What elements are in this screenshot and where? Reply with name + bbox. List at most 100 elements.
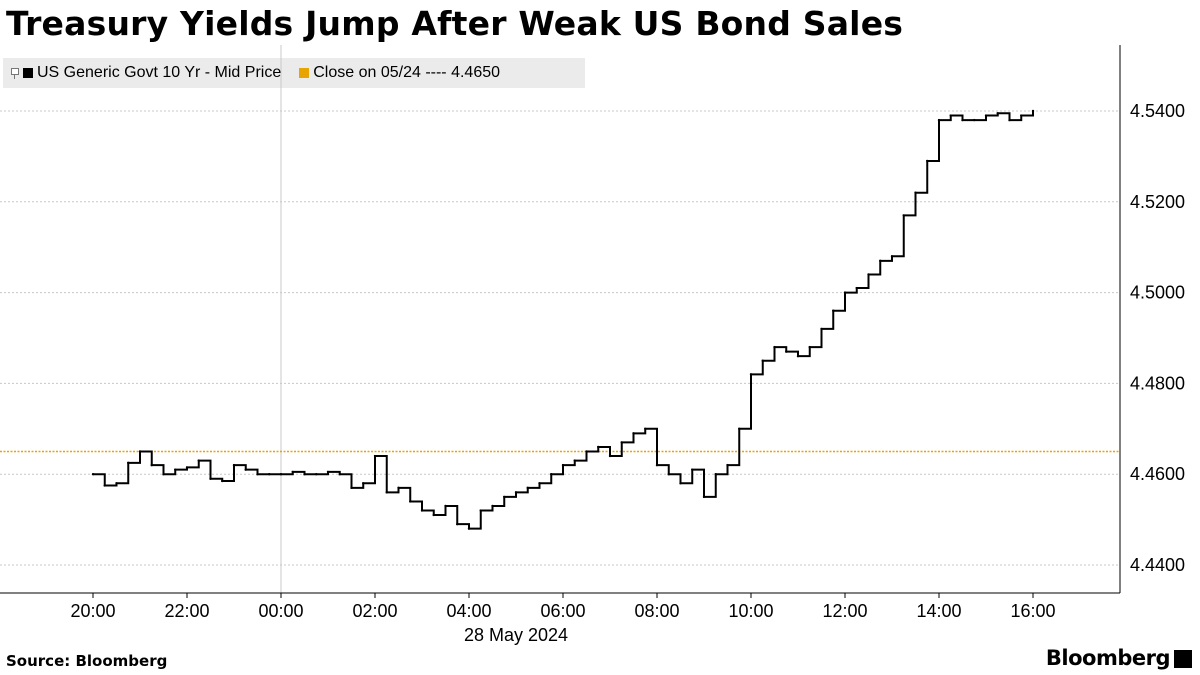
data-point <box>655 463 659 467</box>
data-point <box>479 509 482 512</box>
data-point <box>409 500 412 503</box>
x-axis-date-label: 28 May 2024 <box>464 625 568 645</box>
data-point <box>221 479 224 483</box>
data-point <box>879 259 882 263</box>
data-point <box>890 255 894 258</box>
legend-label-close: Close on 05/24 ---- 4.4650 <box>313 64 501 81</box>
data-point <box>644 427 647 430</box>
data-point <box>91 473 95 476</box>
data-point <box>832 309 835 312</box>
x-tick-label: 06:00 <box>540 601 585 621</box>
x-tick-label: 14:00 <box>916 601 961 621</box>
data-point <box>268 473 271 476</box>
data-point <box>103 484 106 487</box>
brand-logo: Bloomberg <box>1045 646 1171 670</box>
data-point <box>491 504 494 508</box>
data-point <box>679 482 682 485</box>
data-point <box>256 473 259 476</box>
data-point <box>362 482 365 485</box>
data-point <box>350 486 353 490</box>
data-point <box>162 473 165 476</box>
data-point <box>232 463 236 467</box>
data-point <box>632 432 635 435</box>
x-tick-label: 22:00 <box>164 601 209 621</box>
data-point <box>608 454 612 458</box>
data-point <box>209 477 212 480</box>
source-note: Source: Bloomberg <box>6 652 168 670</box>
data-point <box>514 491 518 494</box>
data-point <box>973 118 976 122</box>
data-point <box>855 286 858 290</box>
data-point <box>244 468 247 471</box>
data-point <box>597 445 600 449</box>
y-tick-label: 4.4400 <box>1130 555 1185 575</box>
data-point <box>785 350 788 353</box>
data-point <box>773 345 776 349</box>
data-point <box>820 327 823 331</box>
data-point <box>726 463 729 467</box>
bloomberg-icon <box>1174 650 1192 668</box>
data-point <box>926 159 929 163</box>
data-point <box>984 114 988 117</box>
data-point <box>561 463 565 467</box>
legend: US Generic Govt 10 Yr - Mid Price Close … <box>3 58 585 88</box>
data-point <box>937 118 941 122</box>
data-point <box>315 473 318 476</box>
data-point <box>467 527 471 530</box>
data-point <box>691 468 694 471</box>
data-point <box>738 427 741 430</box>
data-point <box>174 468 177 471</box>
data-point <box>867 273 870 276</box>
data-point <box>291 470 294 474</box>
data-point <box>397 486 400 490</box>
legend-swatch-series <box>23 68 33 78</box>
data-point <box>585 450 588 453</box>
data-point <box>432 513 435 517</box>
chart-title: Treasury Yields Jump After Weak US Bond … <box>6 4 904 43</box>
x-tick-label: 12:00 <box>822 601 867 621</box>
data-point <box>444 504 447 508</box>
y-tick-label: 4.4600 <box>1130 464 1185 484</box>
data-point <box>749 373 753 376</box>
data-point <box>115 482 118 485</box>
x-tick-label: 10:00 <box>728 601 773 621</box>
data-point <box>573 459 576 462</box>
data-point <box>996 112 999 115</box>
data-point <box>456 522 459 526</box>
x-tick-label: 20:00 <box>70 601 115 621</box>
data-point <box>1031 109 1035 113</box>
data-point <box>373 454 377 458</box>
y-tick-label: 4.4800 <box>1130 373 1185 393</box>
data-point <box>1008 118 1011 122</box>
x-tick-label: 04:00 <box>446 601 491 621</box>
data-point <box>620 441 623 444</box>
x-tick-label: 16:00 <box>1010 601 1055 621</box>
data-point <box>385 491 388 494</box>
data-point <box>538 482 541 485</box>
data-point <box>150 463 153 467</box>
data-point <box>914 191 917 194</box>
y-tick-label: 4.5200 <box>1130 192 1185 212</box>
data-point <box>961 118 964 122</box>
data-point <box>185 466 189 469</box>
x-tick-label: 02:00 <box>352 601 397 621</box>
data-point <box>338 473 341 476</box>
data-point <box>326 470 330 474</box>
data-point <box>526 486 529 490</box>
data-point <box>503 495 506 499</box>
data-point <box>667 473 670 476</box>
data-point <box>197 459 200 462</box>
data-point <box>420 509 424 512</box>
x-tick-label: 00:00 <box>258 601 303 621</box>
data-point <box>714 473 717 476</box>
legend-label-series: US Generic Govt 10 Yr - Mid Price <box>37 64 282 81</box>
data-point <box>279 473 283 476</box>
data-point <box>1020 114 1023 117</box>
data-point <box>949 114 952 117</box>
data-point <box>843 291 847 294</box>
y-tick-label: 4.5000 <box>1130 283 1185 303</box>
data-point <box>796 354 800 358</box>
pin-icon <box>11 67 19 79</box>
data-point <box>702 495 706 499</box>
